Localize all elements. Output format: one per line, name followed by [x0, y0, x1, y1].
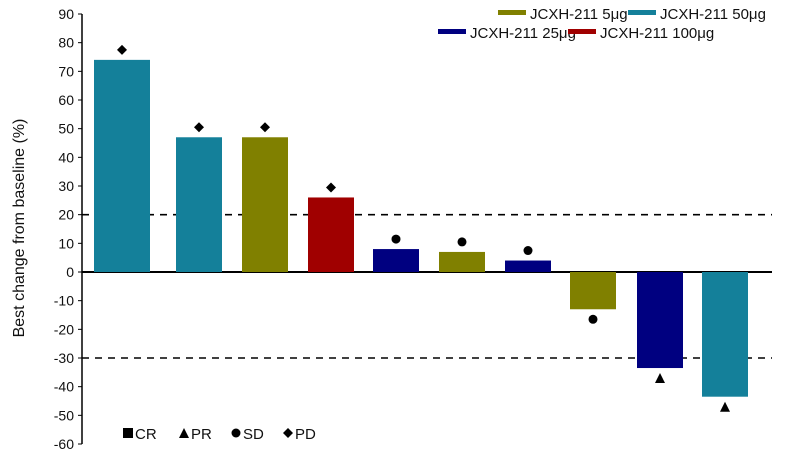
bar [242, 137, 288, 272]
y-tick-label: 70 [58, 63, 74, 79]
y-tick-label: 30 [58, 178, 74, 194]
bar [439, 251, 485, 272]
legend-label: JCXH-211 50μg [660, 6, 766, 23]
y-tick-label: 10 [58, 235, 74, 251]
legend-label: JCXH-211 5μg [530, 6, 628, 23]
bars [94, 44, 748, 412]
legend-label: JCXH-211 100μg [600, 25, 714, 42]
y-tick-label: -60 [54, 436, 74, 452]
response-legend-label: PR [191, 426, 212, 443]
legend: JCXH-211 5μg JCXH-211 50μg JCXH-211 25μg JC… [123, 6, 766, 443]
diamond-marker [260, 122, 270, 133]
response-legend-label: PD [295, 426, 316, 443]
y-tick-label: -30 [54, 350, 74, 366]
diamond-legend-icon [283, 428, 293, 438]
legend-label: JCXH-211 25μg [470, 25, 576, 42]
y-tick-label: 20 [58, 207, 74, 223]
y-tick-label: -40 [54, 379, 74, 395]
circle-legend-icon [231, 428, 241, 438]
diamond-marker [194, 122, 204, 133]
circle-marker [457, 237, 467, 247]
legend-swatch [498, 10, 526, 15]
circle-marker [523, 246, 533, 256]
y-tick-label: 80 [58, 35, 74, 51]
bar [570, 272, 616, 310]
y-tick-label: 60 [58, 92, 74, 108]
circle-marker [588, 314, 598, 324]
y-tick-label: 0 [66, 264, 74, 280]
y-tick-label: 50 [58, 121, 74, 137]
bar [373, 249, 419, 272]
triangle-legend-icon [179, 428, 189, 438]
y-axis-label: Best change from baseline (%) [11, 119, 28, 338]
triangle-marker [720, 401, 730, 412]
circle-marker [391, 234, 401, 244]
bar [308, 197, 354, 272]
diamond-marker [326, 182, 336, 193]
bar [94, 59, 150, 272]
legend-swatch [628, 10, 656, 15]
legend-swatch [438, 29, 466, 34]
y-tick-label: -20 [54, 321, 74, 337]
bar [505, 260, 551, 272]
diamond-marker [117, 44, 127, 55]
y-tick-label: 90 [58, 6, 74, 22]
axes: 90 80 70 60 50 40 30 20 10 0 -10 -20 -30 -40 -50 -60 [54, 6, 772, 452]
triangle-marker [655, 373, 665, 384]
response-legend-label: SD [243, 426, 264, 443]
y-tick-label: -50 [54, 407, 74, 423]
bar [702, 272, 748, 397]
square-legend-icon [123, 428, 133, 438]
y-tick-label: -10 [54, 293, 74, 309]
bar [176, 137, 222, 272]
y-tick-label: 40 [58, 149, 74, 165]
bar [637, 272, 683, 369]
legend-swatch [568, 29, 596, 34]
response-legend-label: CR [135, 426, 157, 443]
